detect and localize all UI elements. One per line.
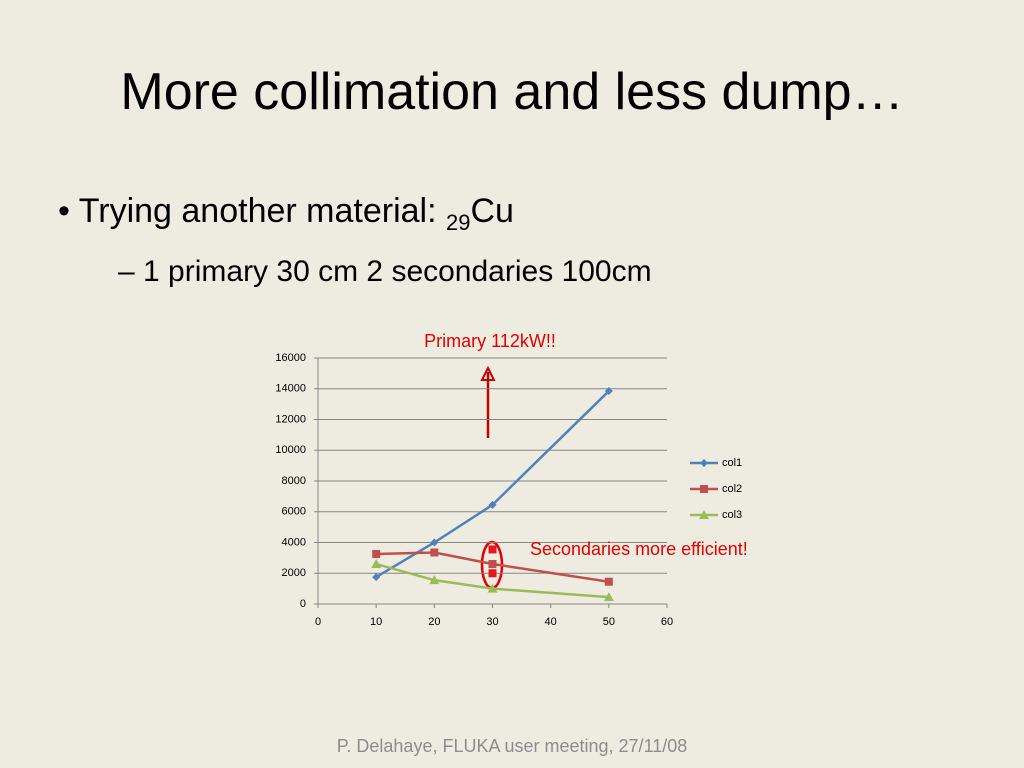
x-tick-label: 10: [370, 616, 382, 628]
y-tick-label: 0: [300, 598, 306, 610]
marker: [372, 550, 381, 559]
series-line: [375, 390, 610, 579]
marker: [700, 485, 708, 493]
x-tick-label: 50: [603, 616, 615, 628]
sub-bullet-text: 1 primary 30 cm 2 secondaries 100cm: [143, 255, 652, 288]
legend-label: col3: [722, 509, 742, 521]
marker: [430, 538, 439, 547]
series-line: [376, 551, 610, 583]
marker: [700, 459, 708, 467]
y-tick-label: 16000: [275, 352, 306, 364]
legend-label: col1: [722, 457, 742, 469]
y-tick-label: 10000: [275, 444, 306, 456]
marker: [604, 387, 613, 396]
y-tick-label: 8000: [282, 475, 306, 487]
y-tick-label: 12000: [275, 413, 306, 425]
bullet-text: Trying another material:: [78, 192, 446, 230]
y-tick-label: 6000: [282, 506, 306, 518]
marker: [372, 573, 381, 582]
marker: [488, 569, 497, 578]
x-tick-label: 60: [661, 616, 673, 628]
y-tick-label: 4000: [282, 536, 306, 548]
slide-title: More collimation and less dump…: [120, 63, 904, 121]
arrow-head: [480, 365, 496, 381]
marker: [487, 583, 498, 593]
annotation: Primary 112kW!!: [424, 331, 556, 351]
marker: [371, 559, 382, 569]
marker: [430, 548, 439, 557]
marker: [604, 577, 613, 586]
x-tick-label: 40: [545, 616, 557, 628]
marker: [488, 560, 497, 569]
footer: P. Delahaye, FLUKA user meeting, 27/11/0…: [336, 736, 688, 756]
y-tick-label: 14000: [275, 383, 306, 395]
legend-label: col2: [722, 483, 742, 495]
marker: [603, 592, 614, 602]
marker: [488, 500, 497, 509]
x-tick-label: 0: [315, 616, 321, 628]
marker: [488, 545, 497, 554]
marker: [429, 575, 440, 585]
subscript: 29: [445, 209, 471, 235]
y-tick-label: 2000: [282, 567, 306, 579]
annotation: Secondaries more efficient!: [530, 539, 748, 559]
sub-bullet: – 1 primary 30 cm 2 secondaries 100cm: [118, 255, 652, 288]
x-tick-label: 20: [428, 616, 440, 628]
marker: [699, 510, 709, 519]
x-tick-label: 30: [486, 616, 498, 628]
series-line: [375, 562, 609, 599]
bullet: • Trying another material: 29Cu: [58, 192, 514, 235]
element: Cu: [470, 192, 514, 230]
